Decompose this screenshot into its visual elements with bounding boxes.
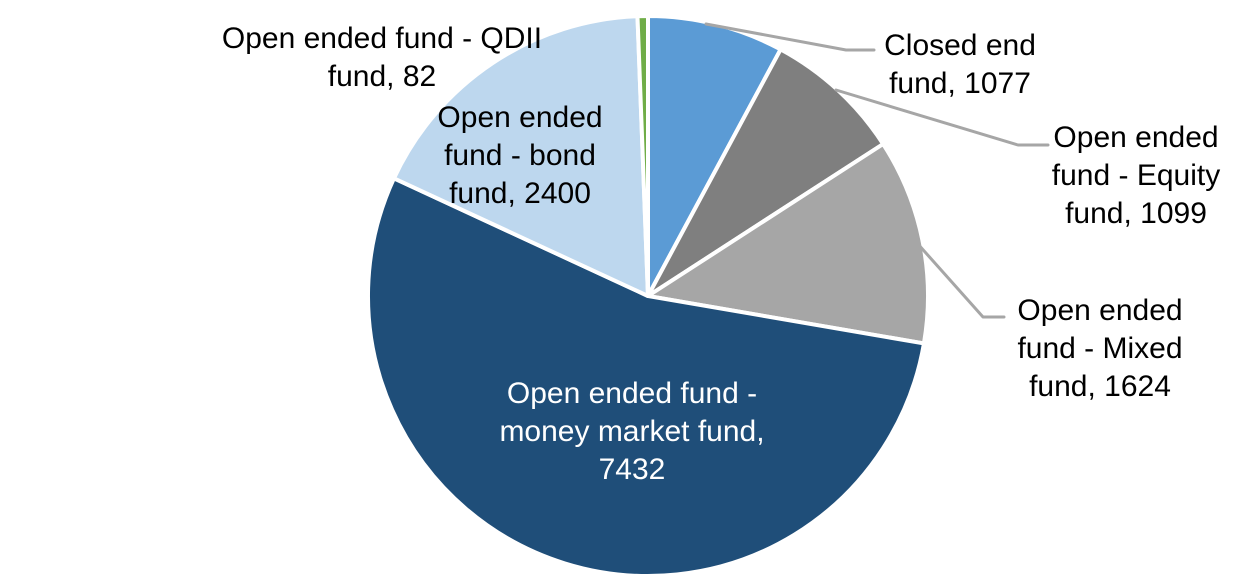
leader-line-open-ended-fund-equity-fund (834, 88, 1050, 147)
data-label-open-ended-fund-mixed-fund: Open ended fund - Mixed fund, 1624 (1017, 294, 1182, 403)
data-label-open-ended-fund-equity-fund: Open ended fund - Equity fund, 1099 (1052, 121, 1220, 230)
data-label-open-ended-fund-bond-fund: Open ended fund - bond fund, 2400 (437, 101, 602, 210)
pie-slice-open-ended-fund-qdii-fund (635, 14, 650, 298)
data-label-open-ended-fund-qdii-fund: Open ended fund - QDII fund, 82 (222, 22, 542, 93)
pie-slice-open-ended-fund-bond-fund (391, 14, 650, 298)
leader-line-closed-end-fund (704, 22, 876, 52)
pie-slice-open-ended-fund-mixed-fund (646, 142, 930, 346)
pie-slice-open-ended-fund-money-market-fund (366, 176, 926, 578)
data-label-open-ended-fund-money-market-fund: Open ended fund -money market fund, 7432 (499, 377, 764, 486)
data-label-closed-end-fund: Closed end fund, 1077 (884, 29, 1036, 100)
leader-line-open-ended-fund-mixed-fund (915, 241, 1006, 319)
